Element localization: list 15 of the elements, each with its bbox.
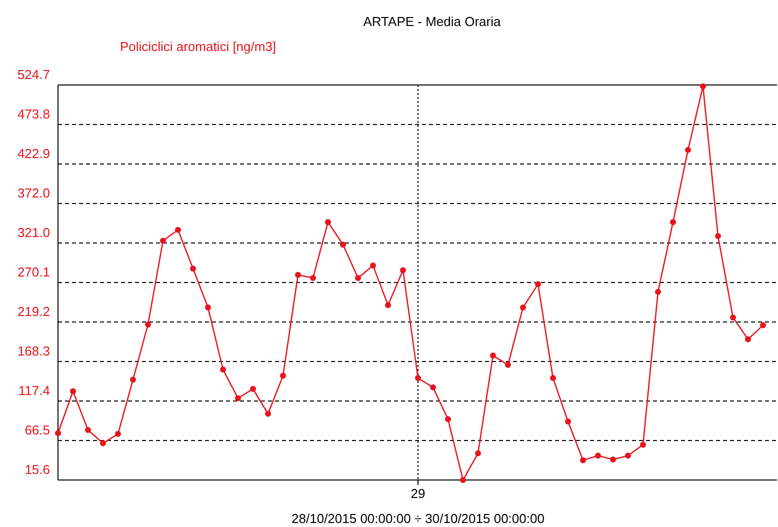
x-axis-title: 28/10/2015 00:00:00 ÷ 30/10/2015 00:00:00 (292, 511, 544, 526)
y-tick-label: 422.9 (17, 146, 50, 161)
y-tick-label: 372.0 (17, 185, 50, 200)
y-tick-label: 321.0 (17, 225, 50, 240)
y-tick-label: 473.8 (17, 106, 50, 122)
y-tick-label: 66.5 (24, 422, 50, 438)
chart-title: ARTAPE - Media Oraria (363, 14, 502, 29)
x-tick-label: 29 (410, 486, 426, 501)
y-tick-label: 117.4 (18, 383, 50, 398)
y-tick-label: 168.3 (17, 344, 50, 359)
y-tick-label: 15.6 (24, 462, 50, 477)
y-tick-label: 219.2 (17, 304, 50, 320)
y-axis-title: Policiclici aromatici [ng/m3] (120, 39, 276, 54)
y-tick-label: 524.7 (17, 67, 50, 82)
y-tick-label: 270.1 (17, 264, 50, 280)
